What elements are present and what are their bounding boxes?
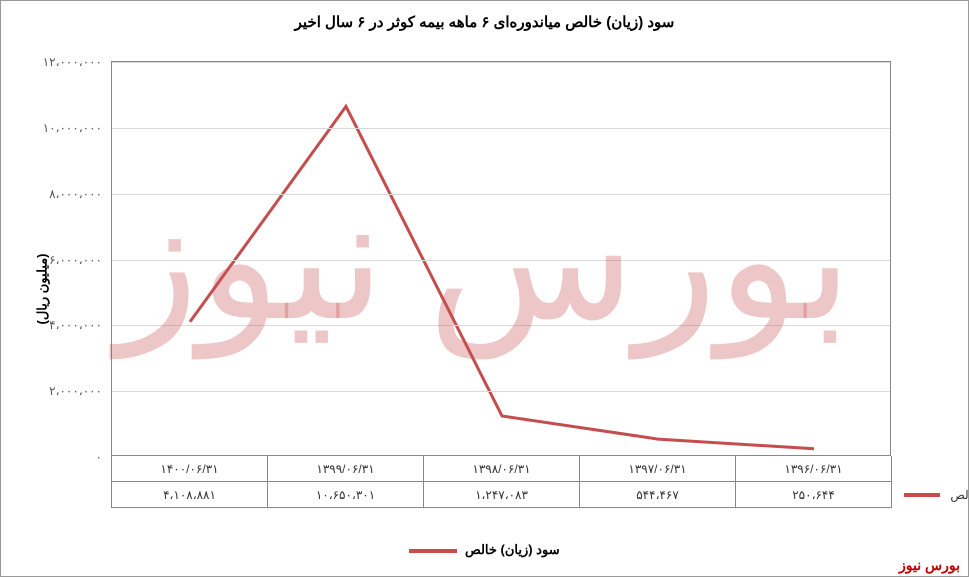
y-tick-label: ۶،۰۰۰،۰۰۰ [17,253,102,267]
data-values-row: سود (زیان) خالص۲۵۰،۶۴۴۵۴۴،۴۶۷۱،۲۴۷،۰۸۳۱۰… [111,482,891,508]
x-category-cell: ۱۳۹۹/۰۶/۳۱ [268,456,424,482]
legend-line-swatch [409,549,457,553]
x-axis-dates-row: ۱۳۹۶/۰۶/۳۱۱۳۹۷/۰۶/۳۱۱۳۹۸/۰۶/۳۱۱۳۹۹/۰۶/۳۱… [111,456,891,482]
grid-line [112,128,890,129]
data-row-header: سود (زیان) خالص [896,482,969,508]
grid-line [112,62,890,63]
x-category-cell: ۱۳۹۷/۰۶/۳۱ [580,456,736,482]
y-tick-label: ۲،۰۰۰،۰۰۰ [17,384,102,398]
grid-line [112,325,890,326]
plot-area: ۰۲،۰۰۰،۰۰۰۴،۰۰۰،۰۰۰۶،۰۰۰،۰۰۰۸،۰۰۰،۰۰۰۱۰،… [111,61,891,456]
grid-line [112,194,890,195]
data-row-line-swatch [904,493,940,497]
attribution-text: بورس نیوز [899,557,960,574]
y-tick-label: ۱۲،۰۰۰،۰۰۰ [17,55,102,69]
data-value-cell: ۱،۲۴۷،۰۸۳ [424,482,580,508]
legend: سود (زیان) خالص [1,542,968,558]
x-category-cell: ۱۴۰۰/۰۶/۳۱ [112,456,268,482]
data-value-cell: ۱۰،۶۵۰،۳۰۱ [268,482,424,508]
y-tick-label: ۰ [17,450,102,464]
chart-title: سود (زیان) خالص میاندوره‌ای ۶ ماهه بیمه … [1,1,968,31]
y-tick-label: ۱۰،۰۰۰،۰۰۰ [17,121,102,135]
data-line [190,106,814,448]
grid-line [112,391,890,392]
grid-line [112,260,890,261]
legend-label: سود (زیان) خالص [465,542,560,557]
x-category-cell: ۱۳۹۸/۰۶/۳۱ [424,456,580,482]
data-value-cell: ۴،۱۰۸،۸۸۱ [112,482,268,508]
data-value-cell: ۵۴۴،۴۶۷ [580,482,736,508]
data-row-label: سود (زیان) خالص [950,488,969,502]
x-category-cell: ۱۳۹۶/۰۶/۳۱ [736,456,892,482]
y-tick-label: ۴،۰۰۰،۰۰۰ [17,318,102,332]
y-tick-label: ۸،۰۰۰،۰۰۰ [17,187,102,201]
chart-container: سود (زیان) خالص میاندوره‌ای ۶ ماهه بیمه … [0,0,969,577]
data-value-cell: ۲۵۰،۶۴۴ [736,482,892,508]
